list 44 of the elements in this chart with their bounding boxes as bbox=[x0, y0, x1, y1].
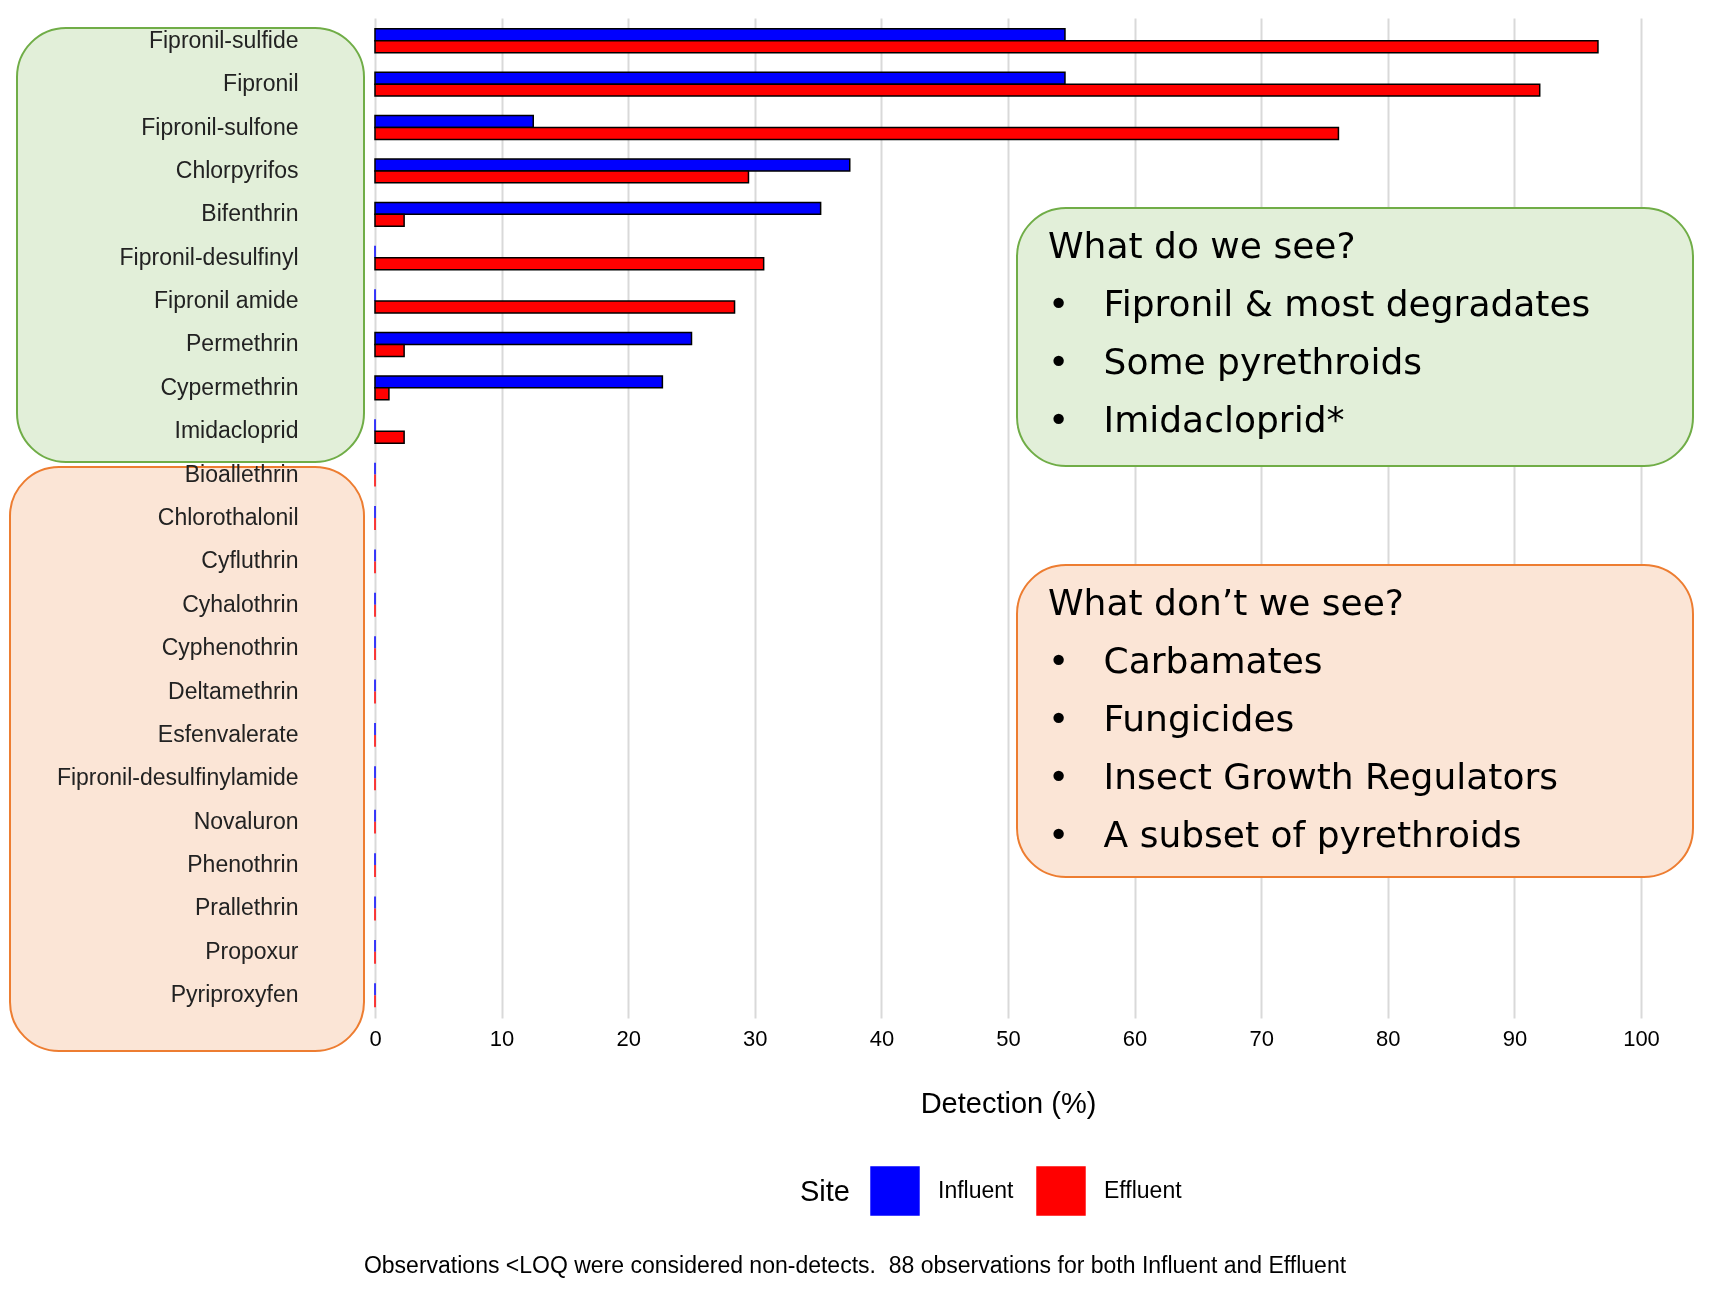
y-tick-label: Phenothrin bbox=[187, 851, 299, 878]
y-tick-label: Fipronil bbox=[223, 70, 299, 97]
x-tick-label: 10 bbox=[489, 1025, 515, 1051]
x-axis-title: Detection (%) bbox=[920, 1086, 1097, 1119]
annotation: What don’t we see? • Carbamates • Fungicides • Insect Growth Regulators • A subset of pyrethroids bbox=[1048, 581, 1558, 857]
x-tick-label: 20 bbox=[616, 1025, 641, 1051]
y-tick-label: Cypermethrin bbox=[160, 373, 299, 400]
y-tick-label: Propoxur bbox=[205, 937, 299, 964]
legend-label: Effluent bbox=[1104, 1177, 1183, 1204]
y-tick-label: Fipronil-sulfide bbox=[148, 26, 299, 53]
y-tick-label: Bioallethrin bbox=[184, 460, 299, 487]
y-tick-label: Fipronil-desulfinyl bbox=[119, 243, 299, 270]
y-tick-label: Cyfluthrin bbox=[201, 547, 299, 574]
x-tick-label: 80 bbox=[1376, 1025, 1401, 1051]
x-tick-label: 90 bbox=[1502, 1025, 1528, 1051]
y-tick-label: Chlorpyrifos bbox=[175, 156, 299, 183]
y-tick-label: Esfenvalerate bbox=[157, 720, 299, 747]
y-tick-label: Prallethrin bbox=[194, 894, 299, 921]
legend-label: Influent bbox=[938, 1177, 1015, 1204]
x-tick-label: 100 bbox=[1623, 1025, 1660, 1051]
bar bbox=[374, 430, 405, 444]
x-tick-label: 30 bbox=[743, 1025, 768, 1051]
y-tick-label: Deltamethrin bbox=[168, 677, 299, 704]
bar bbox=[374, 256, 765, 271]
y-tick-label: Fipronil-desulfinylamide bbox=[56, 764, 299, 791]
y-tick-label: Imidacloprid bbox=[174, 417, 299, 444]
y-tick-label: Pyriproxyfen bbox=[170, 981, 299, 1008]
x-tick-label: 60 bbox=[1122, 1025, 1148, 1051]
y-tick-label: Fipronil amide bbox=[154, 287, 299, 314]
text: Observations <LOQ were considered non-detects. 88 observations for both Influent and Effluent bbox=[362, 1252, 1348, 1279]
y-tick-label: Novaluron bbox=[193, 807, 299, 834]
y-tick-label: Cyphenothrin bbox=[161, 634, 299, 661]
x-tick-label: 70 bbox=[1249, 1025, 1274, 1051]
x-tick-label: 50 bbox=[996, 1025, 1021, 1051]
annotation: What do we see? • Fipronil & most degradates • Some pyrethroids • Imidacloprid* bbox=[1048, 224, 1591, 442]
y-tick-label: Chlorothalonil bbox=[157, 504, 299, 530]
bar bbox=[374, 300, 736, 314]
x-tick-label: 40 bbox=[869, 1025, 895, 1051]
x-tick-label: 0 bbox=[369, 1025, 382, 1051]
y-tick-label: Cyhalothrin bbox=[182, 590, 299, 617]
y-tick-label: Fipronil-sulfone bbox=[141, 113, 299, 140]
y-tick-label: Permethrin bbox=[186, 330, 299, 357]
y-tick-label: Bifenthrin bbox=[201, 200, 299, 227]
legend-title: Site bbox=[800, 1175, 850, 1207]
